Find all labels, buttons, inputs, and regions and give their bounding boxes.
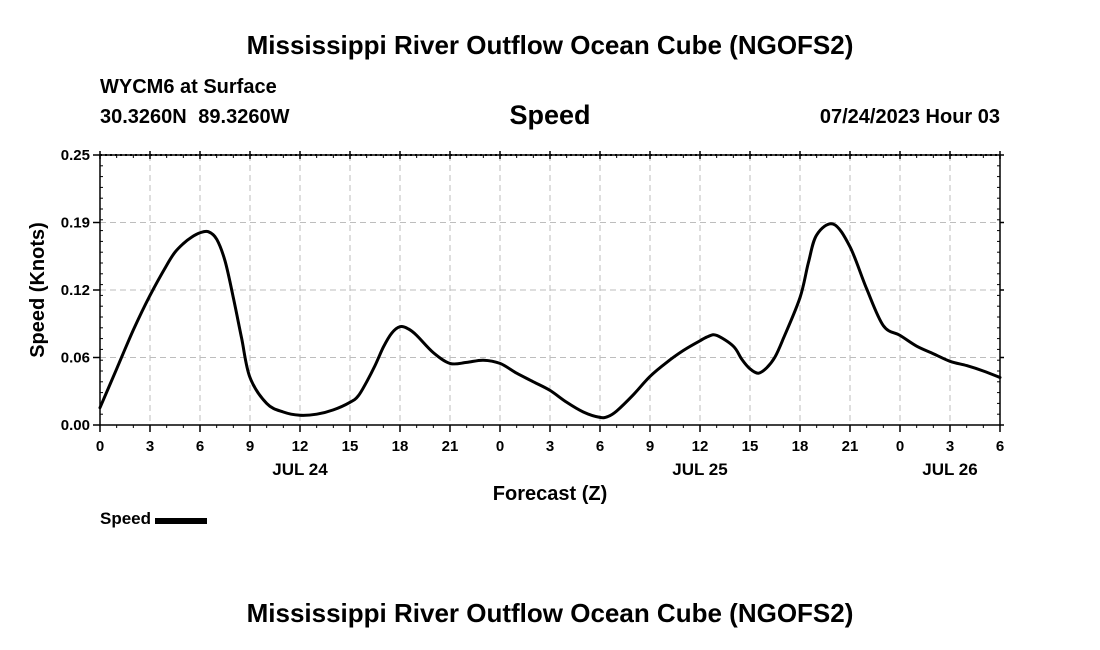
x-date-label: JUL 26 xyxy=(922,460,977,479)
series-line-speed xyxy=(98,222,1002,420)
x-tick-label: 12 xyxy=(692,438,709,455)
y-tick-label: 0.19 xyxy=(61,215,90,232)
forecast-datetime: 07/24/2023 Hour 03 xyxy=(819,106,1000,128)
legend-swatch xyxy=(155,517,208,524)
x-tick-label: 0 xyxy=(496,438,504,455)
x-tick-label: 15 xyxy=(742,438,759,455)
x-date-label: JUL 24 xyxy=(272,460,328,479)
legend: Speed xyxy=(100,509,208,529)
y-tick-label: 0.00 xyxy=(61,417,90,434)
x-tick-label: 6 xyxy=(996,438,1004,455)
grid xyxy=(100,154,1000,425)
station-label: WYCM6 at Surface xyxy=(100,76,277,98)
legend-label: Speed xyxy=(100,509,152,528)
series xyxy=(98,222,1002,420)
x-tick-label: 18 xyxy=(792,438,809,455)
x-tick-label: 0 xyxy=(896,438,904,455)
y-tick-label: 0.06 xyxy=(61,350,90,367)
y-axis-label: Speed (Knots) xyxy=(27,222,49,358)
x-tick-label: 6 xyxy=(196,438,204,455)
x-tick-label: 18 xyxy=(392,438,409,455)
x-tick-label: 6 xyxy=(596,438,604,455)
station-coordinates: 30.3260N 89.3260W xyxy=(100,106,290,128)
page-title: Mississippi River Outflow Ocean Cube (NG… xyxy=(246,30,854,60)
x-date-label: JUL 25 xyxy=(672,460,727,479)
x-tick-label: 21 xyxy=(842,438,859,455)
x-tick-label: 0 xyxy=(96,438,104,455)
y-tick-label: 0.12 xyxy=(61,282,90,299)
x-tick-label: 9 xyxy=(246,438,254,455)
axis-ticks xyxy=(93,151,1004,432)
x-tick-label: 12 xyxy=(292,438,309,455)
x-tick-label: 9 xyxy=(646,438,654,455)
axis-labels: 0 3 6 9 12 15 18 21 0 3 6 9 12 15 18 21 0 3 6 0.00 0.06 0.12 0… xyxy=(61,147,1004,479)
x-axis-label: Forecast (Z) xyxy=(493,483,607,505)
chart-title: Speed xyxy=(509,100,591,130)
y-tick-label: 0.25 xyxy=(61,147,90,164)
x-tick-label: 21 xyxy=(442,438,459,455)
page-title-repeat: Mississippi River Outflow Ocean Cube (NG… xyxy=(246,598,854,628)
x-tick-label: 3 xyxy=(946,438,954,455)
x-tick-label: 3 xyxy=(546,438,554,455)
x-tick-label: 3 xyxy=(146,438,154,455)
x-tick-label: 15 xyxy=(342,438,359,455)
